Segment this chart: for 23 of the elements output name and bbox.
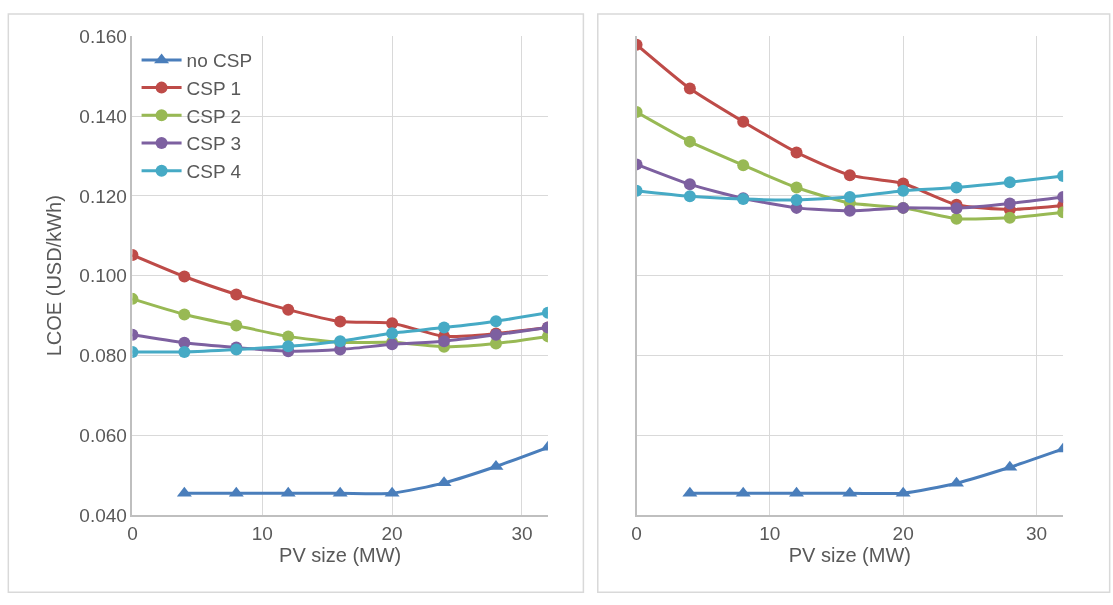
y-tick-label: 0.080 bbox=[79, 345, 127, 367]
x-tick-label: 20 bbox=[892, 522, 914, 544]
legend-label: CSP 2 bbox=[186, 105, 242, 127]
x-tick-label: 30 bbox=[1025, 522, 1048, 544]
legend-label: CSP 4 bbox=[186, 161, 242, 183]
x-axis-title: PV size (MW) bbox=[788, 543, 911, 566]
y-tick-label: 0.100 bbox=[79, 265, 127, 287]
y-tick-label: 0.120 bbox=[79, 185, 127, 207]
x-axis-title: PV size (MW) bbox=[279, 543, 402, 566]
x-tick-label: 0 bbox=[631, 522, 642, 544]
legend-label: CSP 1 bbox=[186, 78, 242, 100]
x-tick-label: 20 bbox=[381, 522, 403, 544]
y-tick-label: 0.160 bbox=[79, 25, 127, 47]
legend-label: no CSP bbox=[186, 50, 253, 72]
y-tick-label: 0.040 bbox=[79, 504, 127, 526]
y-tick-label: 0.060 bbox=[79, 425, 127, 446]
legend-label: CSP 3 bbox=[186, 133, 242, 155]
x-tick-label: 10 bbox=[759, 522, 781, 544]
x-tick-label: 30 bbox=[511, 522, 533, 544]
y-tick-label: 0.140 bbox=[79, 105, 127, 127]
x-tick-label: 10 bbox=[251, 522, 273, 544]
x-tick-label: 0 bbox=[127, 522, 138, 544]
y-axis-title: LCOE (USD/kWh) bbox=[43, 195, 66, 357]
